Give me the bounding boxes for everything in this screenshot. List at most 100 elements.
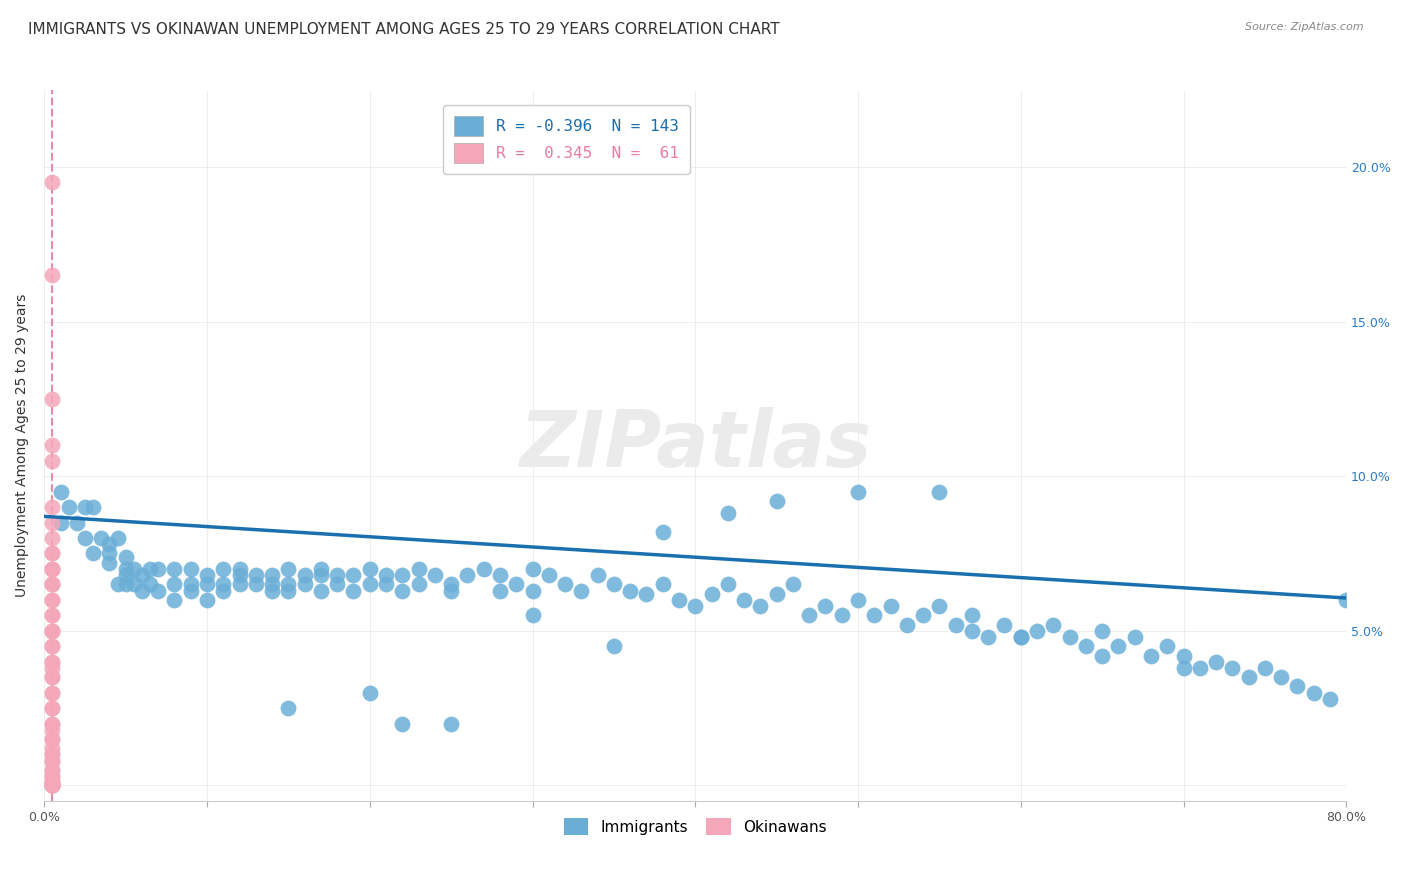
Point: [537, 568, 560, 582]
Point: [41, 741, 63, 756]
Point: [41, 577, 63, 591]
Text: Source: ZipAtlas.com: Source: ZipAtlas.com: [1246, 22, 1364, 32]
Point: [41, 769, 63, 783]
Point: [277, 562, 299, 576]
Point: [294, 568, 316, 582]
Point: [636, 587, 658, 601]
Point: [1107, 639, 1129, 653]
Point: [309, 583, 332, 598]
Point: [98, 537, 121, 551]
Point: [41, 775, 63, 789]
Point: [41, 392, 63, 406]
Point: [685, 599, 707, 613]
Point: [41, 763, 63, 777]
Point: [1205, 655, 1227, 669]
Point: [195, 592, 218, 607]
Point: [114, 549, 136, 564]
Point: [41, 779, 63, 793]
Point: [41, 779, 63, 793]
Point: [228, 568, 250, 582]
Point: [114, 562, 136, 576]
Point: [122, 577, 145, 591]
Point: [73, 500, 96, 514]
Point: [41, 546, 63, 560]
Point: [1270, 670, 1292, 684]
Point: [928, 484, 950, 499]
Point: [41, 608, 63, 623]
Point: [928, 599, 950, 613]
Point: [342, 568, 364, 582]
Point: [41, 592, 63, 607]
Point: [277, 583, 299, 598]
Point: [41, 438, 63, 452]
Point: [41, 608, 63, 623]
Point: [1042, 617, 1064, 632]
Point: [1336, 592, 1358, 607]
Point: [212, 583, 235, 598]
Point: [717, 577, 740, 591]
Point: [212, 562, 235, 576]
Point: [195, 577, 218, 591]
Point: [41, 661, 63, 675]
Point: [41, 732, 63, 747]
Point: [945, 617, 967, 632]
Point: [1091, 648, 1114, 663]
Point: [408, 577, 430, 591]
Point: [391, 716, 413, 731]
Point: [41, 769, 63, 783]
Point: [195, 568, 218, 582]
Point: [375, 568, 398, 582]
Point: [41, 562, 63, 576]
Point: [294, 577, 316, 591]
Point: [41, 763, 63, 777]
Point: [440, 583, 463, 598]
Point: [717, 506, 740, 520]
Point: [1286, 680, 1309, 694]
Point: [1010, 630, 1032, 644]
Point: [863, 608, 886, 623]
Point: [41, 779, 63, 793]
Point: [814, 599, 837, 613]
Point: [41, 716, 63, 731]
Point: [375, 577, 398, 591]
Point: [82, 546, 104, 560]
Point: [1188, 661, 1211, 675]
Point: [41, 577, 63, 591]
Point: [41, 732, 63, 747]
Point: [41, 747, 63, 762]
Point: [163, 562, 186, 576]
Point: [603, 639, 626, 653]
Point: [1173, 661, 1195, 675]
Point: [41, 779, 63, 793]
Point: [41, 175, 63, 189]
Point: [912, 608, 935, 623]
Point: [41, 453, 63, 467]
Point: [569, 583, 592, 598]
Point: [41, 779, 63, 793]
Point: [522, 608, 544, 623]
Point: [522, 562, 544, 576]
Point: [131, 583, 153, 598]
Point: [98, 556, 121, 570]
Point: [41, 686, 63, 700]
Point: [262, 568, 284, 582]
Point: [107, 577, 129, 591]
Point: [262, 577, 284, 591]
Point: [993, 617, 1015, 632]
Point: [326, 577, 349, 591]
Point: [49, 516, 72, 530]
Point: [41, 562, 63, 576]
Point: [41, 577, 63, 591]
Point: [1010, 630, 1032, 644]
Point: [799, 608, 821, 623]
Point: [245, 577, 267, 591]
Point: [342, 583, 364, 598]
Point: [456, 568, 478, 582]
Point: [960, 608, 983, 623]
Point: [49, 484, 72, 499]
Point: [212, 577, 235, 591]
Point: [148, 562, 170, 576]
Point: [41, 655, 63, 669]
Point: [41, 779, 63, 793]
Point: [41, 670, 63, 684]
